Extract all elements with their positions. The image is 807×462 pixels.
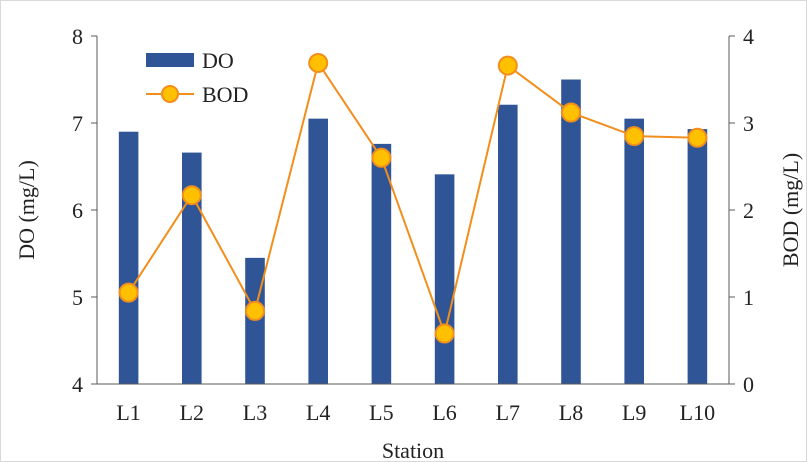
point-bod-l8 [561,102,581,123]
bar-do-l7 [498,104,518,384]
legend-label-bod: BOD [202,82,248,107]
x-tick-label-l5: L5 [369,400,393,425]
x-tick-labels: L1 L2 L3 L4 L5 L6 L7 L8 L9 L10 [116,400,715,425]
legend-marker-bod [161,85,179,103]
left-y-axis-title: DO (mg/L) [14,160,39,260]
bar-do-l5 [371,143,392,384]
x-tick-label-l10: L10 [680,400,715,425]
bar-do-l8 [561,79,581,384]
point-bod-l1 [118,282,139,303]
x-tick-label-l4: L4 [306,400,330,425]
x-axis-title: Station [382,438,444,462]
line-bod [127,60,698,338]
bars-layer [118,79,708,385]
bar-do-l4 [308,118,328,385]
bar-do-l2 [182,152,202,384]
right-y-axis-title: BOD (mg/L) [778,153,803,267]
x-tick-label-l3: L3 [243,400,267,425]
point-bod-l7 [497,55,518,76]
right-tick-label: 1 [743,285,754,310]
left-tick-label: 5 [72,285,83,310]
line-layer [118,52,708,344]
bar-do-l10 [687,129,708,384]
legend-label-do: DO [202,48,234,73]
x-tick-label-l8: L8 [559,400,583,425]
x-tick-label-l7: L7 [496,400,520,425]
right-tick-label: 2 [743,198,754,223]
point-bod-l5 [371,147,392,168]
point-bod-l4 [308,52,329,73]
x-tick-label-l6: L6 [432,400,456,425]
point-bod-l6 [434,323,455,344]
left-tick-label: 4 [72,372,83,397]
point-bod-l10 [687,127,708,148]
left-tick-label: 7 [72,111,83,136]
right-tick-label: 0 [743,372,754,397]
bar-do-l3 [245,257,265,384]
right-tick-labels: 0 1 2 3 4 [729,24,754,397]
left-tick-labels: 4 5 6 7 8 [72,24,97,397]
x-tick-label-l1: L1 [116,400,140,425]
point-bod-l9 [624,126,645,147]
bar-do-l6 [434,174,455,384]
left-tick-label: 6 [72,198,83,223]
point-bod-l2 [181,185,202,206]
right-tick-label: 4 [743,24,754,49]
x-tick-label-l9: L9 [622,400,646,425]
legend: DO BOD [146,48,248,107]
right-tick-label: 3 [743,111,754,136]
legend-swatch-do [146,53,194,67]
bar-do-l9 [624,118,644,385]
x-tick-label-l2: L2 [180,400,204,425]
left-tick-label: 8 [72,24,83,49]
point-bod-l3 [245,300,265,321]
bar-do-l1 [118,131,139,384]
